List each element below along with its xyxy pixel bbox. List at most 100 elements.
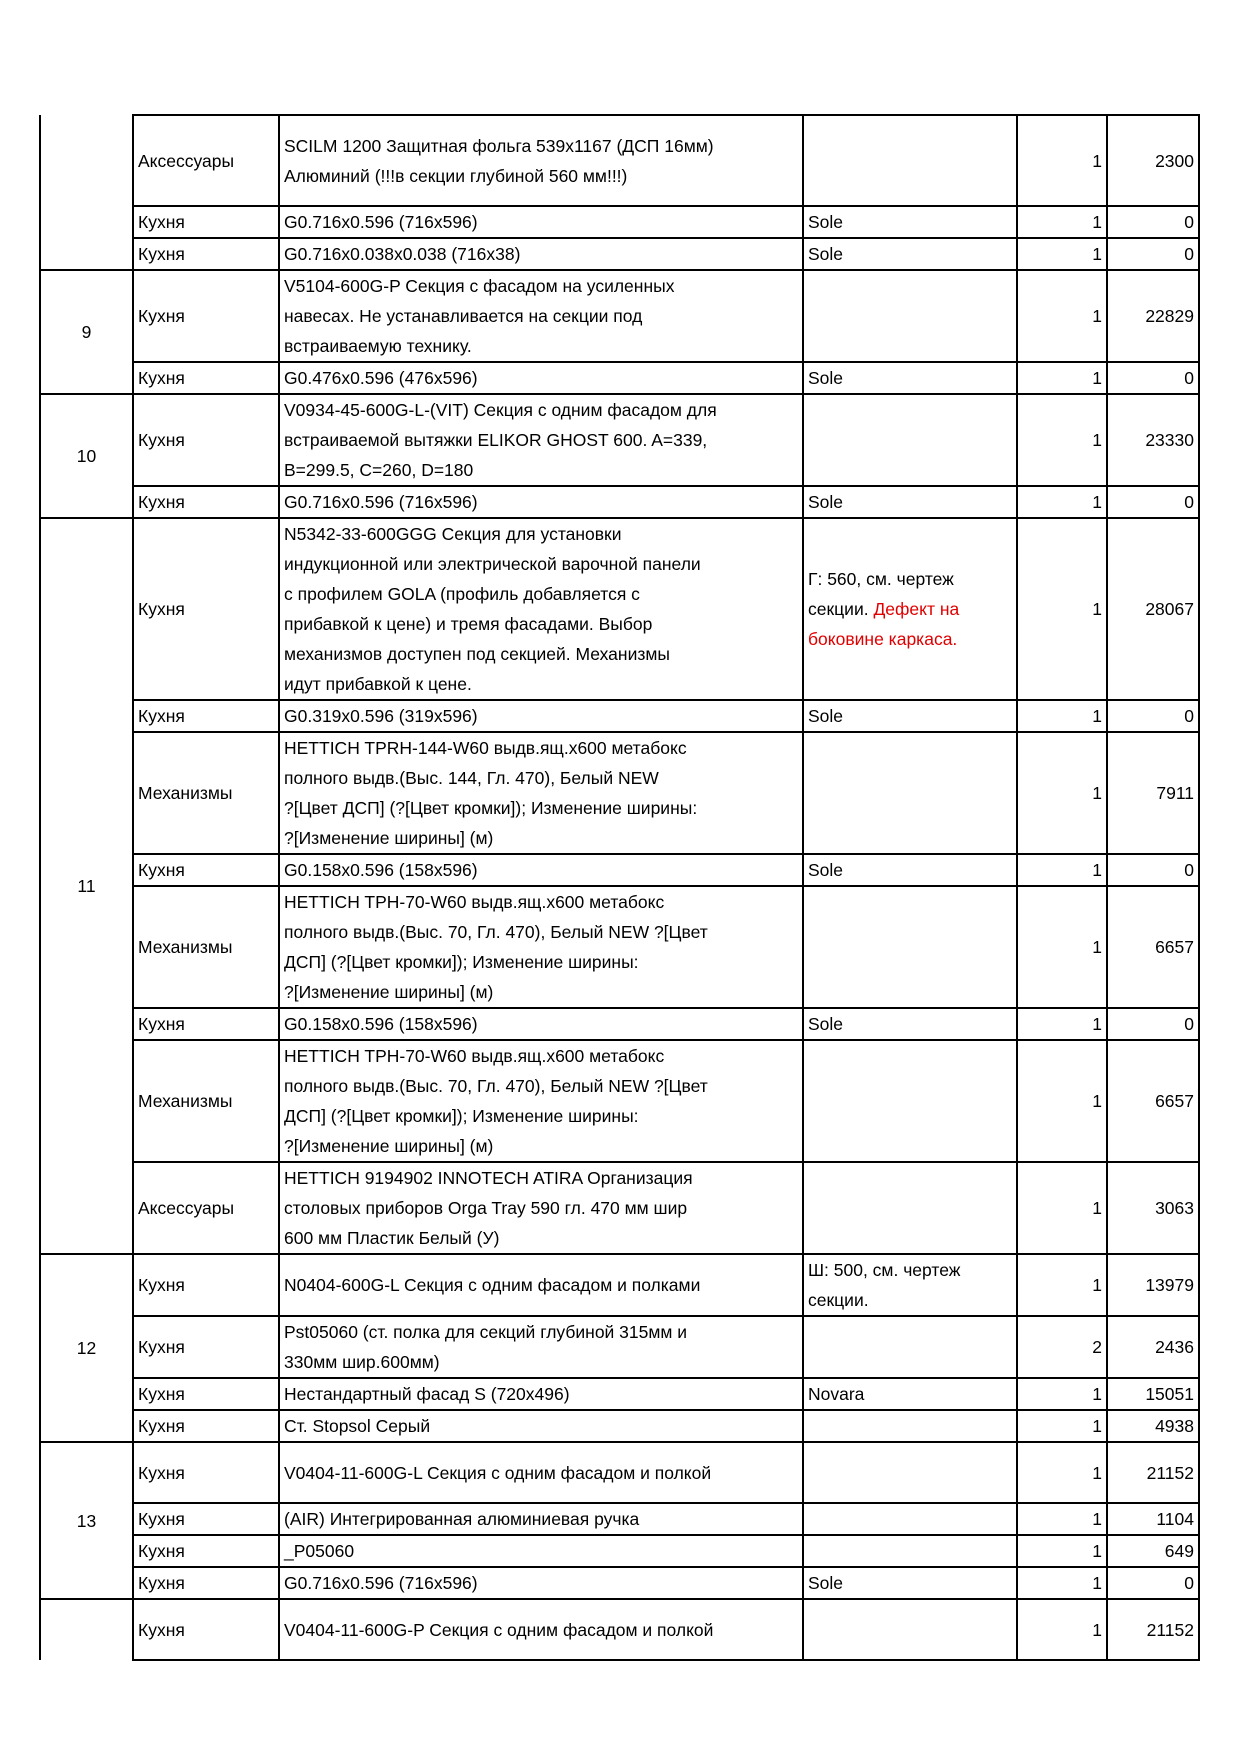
- note-text: Ш: 500, см. чертеж секции.: [808, 1260, 961, 1310]
- price-cell: 0: [1106, 853, 1200, 887]
- description-cell: _P05060: [278, 1534, 804, 1568]
- group-number: 13: [39, 1441, 133, 1599]
- quantity-cell: 1: [1016, 699, 1108, 733]
- order-table: Аксессуары SCILM 1200 Защитная фольга 539…: [39, 114, 1200, 1661]
- note-text: Novara: [808, 1384, 865, 1404]
- note-text: Sole: [808, 1573, 844, 1593]
- note-cell: [802, 885, 1018, 1009]
- quantity-cell: 1: [1016, 114, 1108, 207]
- description-cell: N0404-600G-L Секция с одним фасадом и по…: [278, 1253, 804, 1317]
- note-cell: Sole: [802, 853, 1018, 887]
- quantity-cell: 1: [1016, 1409, 1108, 1443]
- table-row: 11 Кухня N5342-33-600GGG Секция для устано…: [39, 517, 1200, 1254]
- note-text: Sole: [808, 1014, 844, 1034]
- category-cell: Кухня: [132, 269, 280, 363]
- table-row: Аксессуары HETTICH 9194902 INNOTECH ATIRA…: [40, 1161, 1200, 1255]
- category-cell: Кухня: [132, 517, 280, 701]
- price-cell: 0: [1106, 361, 1200, 395]
- note-cell: [802, 1315, 1018, 1379]
- category-cell: Кухня: [132, 1007, 280, 1041]
- category-cell: Кухня: [132, 1253, 280, 1317]
- note-cell: [802, 1441, 1018, 1504]
- note-cell: Sole: [802, 237, 1018, 271]
- table-row: Кухня G0.716x0.596 (716x596) Sole 1 0: [40, 205, 1200, 239]
- quantity-cell: 1: [1016, 1534, 1108, 1568]
- table-row: 12 Кухня N0404-600G-L Секция с одним фасад…: [39, 1253, 1200, 1442]
- table-row: Кухня G0.716x0.596 (716x596) Sole 1 0: [40, 1566, 1200, 1600]
- quantity-cell: 1: [1016, 1441, 1108, 1504]
- description-cell: Pst05060 (ст. полка для секций глубиной …: [278, 1315, 804, 1379]
- description-cell: G0.716x0.038x0.038 (716x38): [278, 237, 804, 271]
- category-cell: Кухня: [132, 699, 280, 733]
- price-cell: 0: [1106, 1007, 1200, 1041]
- note-cell: [802, 731, 1018, 855]
- note-cell: Ш: 500, см. чертеж секции.: [802, 1253, 1018, 1317]
- table-row: Кухня _P05060 1 649: [40, 1534, 1200, 1568]
- description-cell: Ст. Stopsol Серый: [278, 1409, 804, 1443]
- category-cell: Кухня: [132, 1534, 280, 1568]
- price-cell: 23330: [1106, 393, 1200, 487]
- note-cell: [802, 393, 1018, 487]
- category-cell: Механизмы: [132, 885, 280, 1009]
- note-cell: Sole: [802, 1007, 1018, 1041]
- table-row: 13 Кухня V0404-11-600G-L Секция с одним фа…: [39, 1441, 1200, 1599]
- table-row: Аксессуары SCILM 1200 Защитная фольга 539…: [39, 114, 1200, 270]
- note-text: Sole: [808, 244, 844, 264]
- quantity-cell: 1: [1016, 1039, 1108, 1163]
- table-row: Механизмы HETTICH TPRH-144-W60 выдв.ящ.х6…: [40, 731, 1200, 855]
- price-cell: 15051: [1106, 1377, 1200, 1411]
- note-cell: [802, 114, 1018, 207]
- group-number: 10: [39, 393, 133, 518]
- quantity-cell: 1: [1016, 237, 1108, 271]
- table-row: Кухня G0.716x0.596 (716x596) Sole 1 0: [40, 485, 1200, 519]
- description-cell: V5104-600G-P Секция с фасадом на усиленн…: [278, 269, 804, 363]
- description-cell: HETTICH 9194902 INNOTECH ATIRA Организац…: [278, 1161, 804, 1255]
- note-cell: Sole: [802, 485, 1018, 519]
- table-row: Кухня G0.158x0.596 (158x596) Sole 1 0: [40, 853, 1200, 887]
- table-row: 10 Кухня V0934-45-600G-L-(VIT) Секция с од…: [39, 393, 1200, 518]
- quantity-cell: 1: [1016, 1377, 1108, 1411]
- description-cell: N5342-33-600GGG Секция для установки инд…: [278, 517, 804, 701]
- category-cell: Кухня: [132, 1409, 280, 1443]
- category-cell: Кухня: [132, 1598, 280, 1661]
- description-cell: HETTICH TPH-70-W60 выдв.ящ.х600 метабокс…: [278, 1039, 804, 1163]
- description-cell: G0.716x0.596 (716x596): [278, 485, 804, 519]
- price-cell: 7911: [1106, 731, 1200, 855]
- table-row: Кухня V0404-11-600G-P Секция с одним фаса…: [39, 1598, 1200, 1661]
- table-row: Кухня G0.319x0.596 (319x596) Sole 1 0: [40, 699, 1200, 733]
- quantity-cell: 1: [1016, 1502, 1108, 1536]
- note-cell: Г: 560, см. чертеж секции. Дефект на бок…: [802, 517, 1018, 701]
- category-cell: Кухня: [132, 853, 280, 887]
- group-number: [39, 115, 133, 270]
- price-cell: 6657: [1106, 1039, 1200, 1163]
- description-cell: SCILM 1200 Защитная фольга 539x1167 (ДСП…: [278, 114, 804, 207]
- table-row: Кухня Ст. Stopsol Серый 1 4938: [40, 1409, 1200, 1443]
- description-cell: G0.716x0.596 (716x596): [278, 1566, 804, 1600]
- quantity-cell: 1: [1016, 517, 1108, 701]
- note-cell: [802, 269, 1018, 363]
- category-cell: Кухня: [132, 237, 280, 271]
- price-cell: 28067: [1106, 517, 1200, 701]
- quantity-cell: 1: [1016, 205, 1108, 239]
- category-cell: Кухня: [132, 1315, 280, 1379]
- note-text: Sole: [808, 368, 844, 388]
- price-cell: 21152: [1106, 1598, 1200, 1661]
- price-cell: 21152: [1106, 1441, 1200, 1504]
- table-row: Механизмы HETTICH TPH-70-W60 выдв.ящ.х600…: [40, 885, 1200, 1009]
- price-cell: 4938: [1106, 1409, 1200, 1443]
- description-cell: G0.319x0.596 (319x596): [278, 699, 804, 733]
- table-row: Кухня Нестандартный фасад S (720x496) Nova…: [40, 1377, 1200, 1411]
- note-cell: [802, 1534, 1018, 1568]
- price-cell: 2300: [1106, 114, 1200, 207]
- defect-note: Дефект на боковине каркаса.: [808, 599, 960, 649]
- group-number: 9: [39, 269, 133, 394]
- group-number: [39, 1598, 133, 1660]
- description-cell: HETTICH TPRH-144-W60 выдв.ящ.х600 метабо…: [278, 731, 804, 855]
- note-cell: Sole: [802, 205, 1018, 239]
- table-row: Кухня Pst05060 (ст. полка для секций глуб…: [40, 1315, 1200, 1379]
- quantity-cell: 1: [1016, 361, 1108, 395]
- description-cell: V0934-45-600G-L-(VIT) Секция с одним фас…: [278, 393, 804, 487]
- quantity-cell: 1: [1016, 269, 1108, 363]
- quantity-cell: 1: [1016, 885, 1108, 1009]
- note-text: Г: 560, см. чертеж секции.: [808, 569, 954, 619]
